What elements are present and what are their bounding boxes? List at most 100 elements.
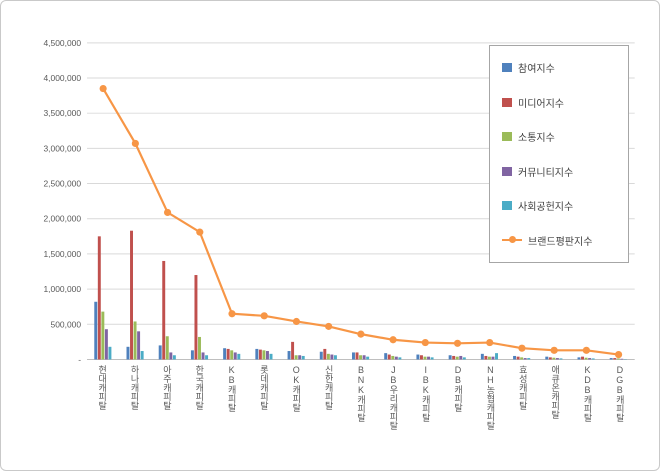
y-axis-tick-label: - [78, 354, 81, 364]
bar-series2-cat7 [326, 353, 330, 360]
bar-series3-cat15 [588, 358, 592, 360]
bar-series2-cat13 [520, 357, 524, 360]
bar-series3-cat7 [330, 354, 334, 360]
bar-series3-cat11 [459, 355, 463, 360]
legend-label: 소통지수 [518, 133, 555, 145]
y-axis-tick-label: 4,000,000 [43, 73, 81, 83]
legend-swatch-social-contribution [502, 201, 512, 211]
bar-series0-cat10 [416, 354, 420, 360]
y-axis-tick-label: 2,500,000 [43, 179, 81, 189]
y-axis-tick-label: 3,500,000 [43, 108, 81, 118]
line-marker [421, 338, 429, 347]
bar-series1-cat15 [581, 356, 585, 360]
bar-series1-cat2 [162, 260, 166, 360]
legend-label: 브랜드평판지수 [528, 236, 593, 248]
legend-item-community-index: 커뮤니티지수 [502, 164, 616, 179]
y-axis-tick-label: 1,000,000 [43, 284, 81, 294]
bar-series1-cat11 [452, 355, 456, 360]
y-axis-tick-label: 3,000,000 [43, 143, 81, 153]
bar-series0-cat11 [448, 355, 452, 360]
bar-series0-cat3 [190, 350, 194, 360]
bar-series2-cat0 [101, 311, 105, 360]
bar-series1-cat0 [97, 236, 101, 360]
line-marker [325, 322, 333, 330]
bar-series4-cat1 [140, 351, 144, 360]
bar-series3-cat2 [169, 352, 173, 360]
line-marker [518, 344, 526, 352]
legend-swatch-communication [502, 132, 512, 142]
line-marker [163, 208, 172, 216]
legend-item-media-index: 미디어지수 [502, 95, 616, 110]
legend-item-social-contribution-index: 사회공헌지수 [502, 198, 616, 213]
bar-series2-cat8 [359, 355, 363, 360]
bar-series2-cat3 [198, 336, 201, 360]
bar-series0-cat4 [223, 348, 227, 360]
bar-series0-cat2 [158, 345, 162, 360]
bar-series0-cat0 [94, 301, 98, 360]
line-marker [228, 310, 236, 318]
bar-series4-cat6 [301, 355, 305, 360]
line-marker [615, 350, 623, 359]
bar-series2-cat14 [552, 357, 556, 360]
bar-series0-cat13 [513, 355, 517, 360]
bar-series2-cat16 [616, 358, 620, 360]
bar-series4-cat7 [333, 355, 337, 360]
bar-series2-cat11 [455, 356, 459, 360]
bar-series2-cat9 [391, 355, 395, 360]
bar-series1-cat6 [291, 341, 295, 360]
bar-series4-cat5 [269, 353, 273, 360]
line-marker [260, 312, 268, 320]
bar-series0-cat15 [577, 357, 581, 360]
line-marker [550, 346, 558, 354]
y-axis-tick-label: 2,000,000 [43, 214, 81, 224]
bar-series3-cat0 [104, 329, 108, 360]
line-marker [196, 228, 204, 236]
bar-series0-cat5 [255, 348, 259, 360]
chart-legend: 참여지수 미디어지수 소통지수 커뮤니티지수 사회공헌지수 브랜드평판지수 [489, 45, 629, 263]
bar-series0-cat12 [480, 353, 484, 360]
legend-item-participation-index: 참여지수 [502, 60, 616, 75]
line-marker [486, 338, 494, 347]
bar-series3-cat10 [427, 356, 431, 360]
bar-series2-cat4 [230, 350, 234, 360]
bar-series0-cat16 [609, 358, 613, 360]
bar-series1-cat16 [613, 358, 617, 360]
bar-series0-cat1 [126, 346, 130, 360]
bar-series1-cat5 [258, 349, 262, 360]
legend-label: 참여지수 [518, 64, 555, 75]
bar-series3-cat6 [298, 355, 302, 360]
bar-series4-cat9 [398, 357, 402, 360]
bar-series3-cat8 [362, 355, 366, 360]
legend-swatch-brand-reputation [502, 235, 522, 245]
bar-series3-cat9 [394, 356, 398, 360]
bar-series4-cat11 [462, 357, 466, 360]
bar-series1-cat4 [226, 348, 230, 360]
bar-series4-cat8 [366, 356, 370, 360]
legend-line-marker [509, 236, 516, 244]
bar-series0-cat8 [352, 352, 355, 360]
bar-series2-cat6 [294, 355, 298, 360]
bar-series2-cat12 [487, 356, 491, 360]
bar-series1-cat14 [548, 357, 552, 360]
bar-series4-cat15 [591, 358, 595, 360]
bar-series2-cat2 [165, 336, 169, 360]
y-axis-tick-label: 1,500,000 [43, 249, 81, 259]
legend-item-brand-reputation-index: 브랜드평판지수 [502, 233, 616, 248]
legend-swatch-media [502, 97, 512, 107]
line-marker [453, 339, 462, 347]
bar-series3-cat4 [233, 352, 237, 360]
legend-label: 미디어지수 [518, 98, 564, 110]
legend-swatch-community [502, 166, 512, 176]
bar-series3-cat3 [201, 352, 205, 360]
bar-series2-cat10 [423, 356, 427, 360]
bar-series3-cat5 [265, 351, 269, 360]
bar-series3-cat12 [491, 356, 495, 360]
bar-series1-cat9 [387, 354, 391, 360]
bar-series4-cat2 [172, 355, 176, 360]
bar-series1-cat1 [130, 230, 133, 360]
legend-label: 사회공헌지수 [518, 202, 574, 214]
line-marker [389, 336, 397, 344]
line-marker [99, 84, 107, 93]
bar-series4-cat3 [205, 355, 209, 360]
